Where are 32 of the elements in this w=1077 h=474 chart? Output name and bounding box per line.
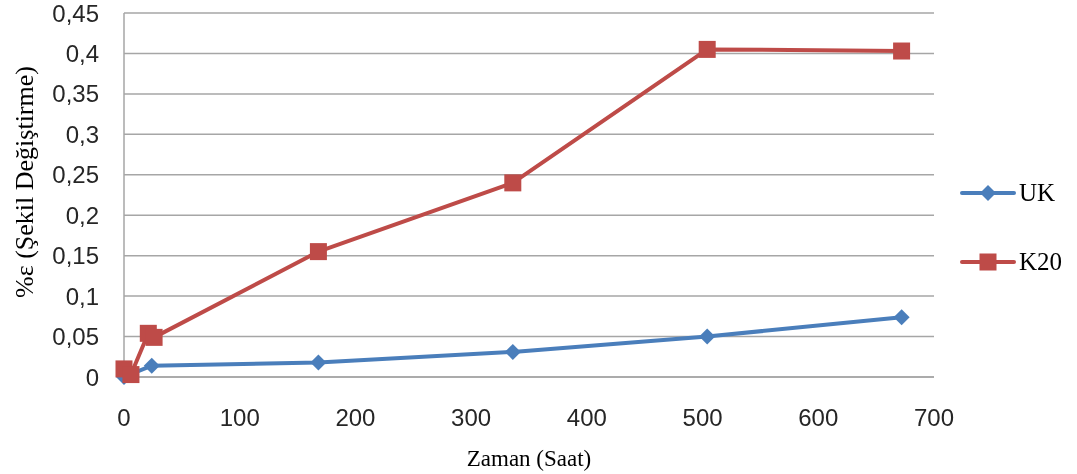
point <box>893 309 910 326</box>
y-tick-label: 0,25 <box>52 161 99 189</box>
y-tick-label: 0 <box>85 363 99 391</box>
point <box>504 174 522 192</box>
y-tick-label: 0,45 <box>52 0 99 27</box>
x-axis-title: Zaman (Saat) <box>466 446 592 471</box>
point <box>145 328 163 346</box>
point <box>504 343 521 360</box>
point <box>309 243 327 261</box>
y-tick-label: 0,1 <box>65 282 99 310</box>
point <box>699 328 716 345</box>
x-tick-label: 300 <box>451 404 492 432</box>
y-tick-label: 0,05 <box>52 323 99 351</box>
y-tick-label: 0,35 <box>52 80 99 108</box>
y-tick-label: 0,15 <box>52 242 99 270</box>
y-tick-label: 0,2 <box>65 201 99 229</box>
x-tick-label: 0 <box>117 404 131 432</box>
point <box>310 354 327 371</box>
y-tick-label: 0,3 <box>65 120 99 148</box>
x-tick-label: 200 <box>335 404 376 432</box>
y-axis-title: %ε (Şekil Değiştirme) <box>9 66 39 298</box>
x-tick-label: 100 <box>219 404 260 432</box>
legend-label: K20 <box>1019 248 1063 276</box>
point <box>698 40 716 58</box>
x-tick-label: 500 <box>682 404 723 432</box>
x-tick-label: 600 <box>798 404 839 432</box>
point <box>143 357 160 374</box>
x-tick-label: 400 <box>566 404 607 432</box>
x-tick-label: 700 <box>913 404 955 432</box>
legend-label: UK <box>1019 179 1056 207</box>
y-tick-label: 0,4 <box>65 39 99 67</box>
point <box>893 42 911 60</box>
